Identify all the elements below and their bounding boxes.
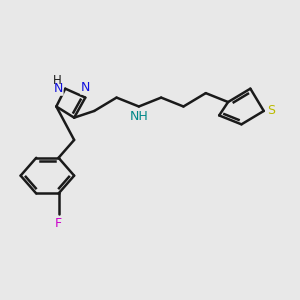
- Text: NH: NH: [130, 110, 148, 123]
- Text: N: N: [81, 81, 90, 94]
- Text: S: S: [267, 104, 275, 118]
- Text: N: N: [54, 82, 63, 95]
- Text: F: F: [55, 217, 62, 230]
- Text: H: H: [53, 74, 62, 87]
